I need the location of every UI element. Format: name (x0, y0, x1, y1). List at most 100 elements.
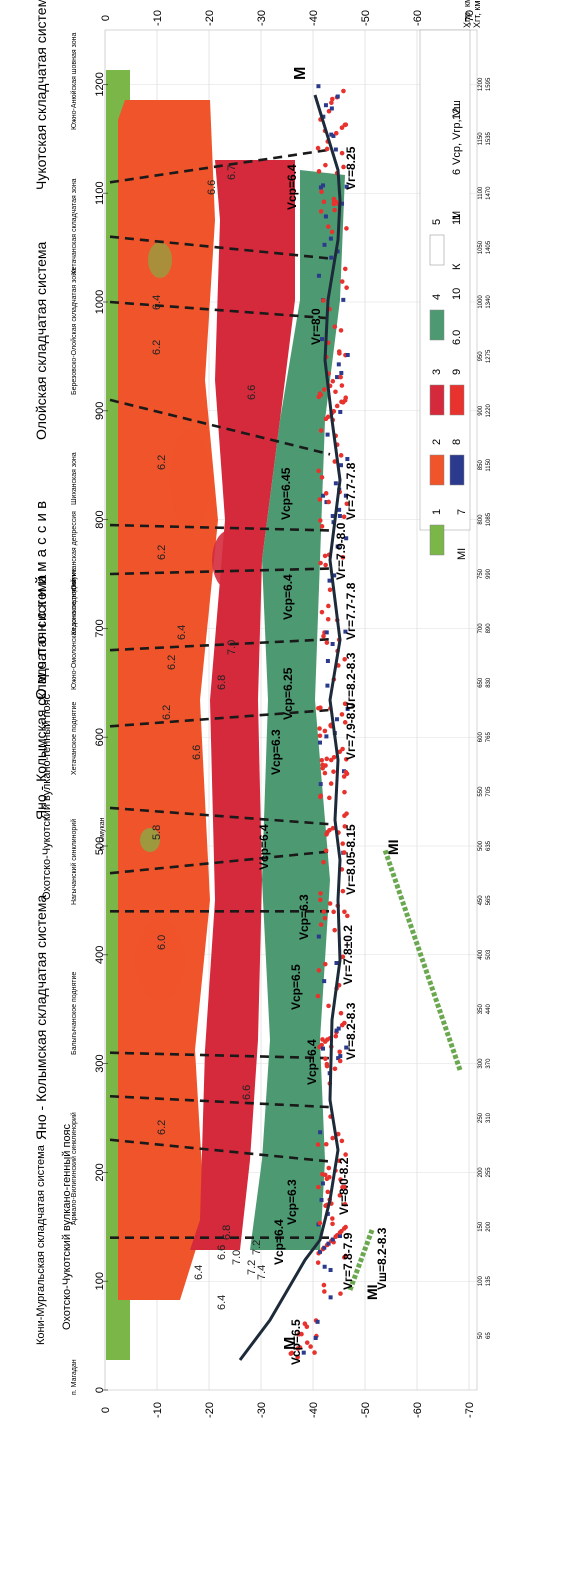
velocity-label: Vср=6.45 (279, 467, 293, 520)
depth-axis-right: 0 -10 -20 -30 -40 -50 -60 -70 (100, 10, 476, 26)
contour-label: 6.2 (161, 705, 173, 720)
reflection-point-red (326, 499, 332, 505)
reflection-point-red (295, 1354, 300, 1360)
reflection-point-blue (336, 362, 341, 367)
velocity-label: Vг=8.05-8.15 (344, 824, 358, 895)
legend-symbol: К (451, 263, 463, 270)
velocity-label: Vср=6.3 (285, 1179, 299, 1225)
reflection-point-blue (334, 961, 339, 966)
reflection-point-blue (316, 934, 321, 939)
reflection-point-red (329, 229, 335, 235)
reflection-point-blue (320, 1181, 325, 1186)
reflection-point-blue (323, 103, 328, 108)
reflection-point-red (340, 555, 346, 560)
distance-pair-km: 600 (478, 732, 484, 743)
contour-label: 6.4 (176, 625, 188, 640)
distance-tick-label: 1200 (94, 72, 106, 96)
velocity-label: Vг=8.2-8.3 (344, 652, 358, 710)
reflection-point-red (332, 207, 337, 213)
reflection-point-red (337, 351, 342, 356)
depth-tick-label: -40 (308, 10, 320, 26)
depth-tick-label: -20 (204, 1402, 216, 1418)
reflection-point-red (321, 1282, 327, 1288)
block-boundary-line (109, 300, 331, 320)
reflection-point-red (323, 491, 329, 496)
reflection-point-red (321, 633, 326, 639)
reflection-point-red (318, 897, 323, 903)
distance-pair-km: 500 (478, 840, 484, 851)
structure-label: Кедонское поднятие (71, 569, 78, 635)
velocity-label: Vср=6.5 (289, 964, 303, 1010)
distance-pair-km: 450 (478, 895, 484, 906)
depth-axis-left: 0 -10 -20 -30 -40 -50 -60 -70 (100, 1402, 476, 1418)
velocity-label: Vср=6.4 (281, 574, 295, 620)
velocity-label: Vг=7.7-7.8 (344, 582, 358, 640)
contour-label: 6.2 (156, 545, 168, 560)
reflection-point-red (333, 1033, 339, 1039)
reflection-point-red (319, 475, 325, 480)
distance-pair-km: 700 (478, 623, 484, 634)
depth-tick-label: -40 (308, 1402, 320, 1418)
reflection-point-red (331, 755, 337, 760)
legend-item: 7 MI (456, 509, 468, 560)
distance-tick-label: 200 (94, 1163, 106, 1181)
reflection-point-red (326, 1165, 332, 1171)
reflection-point-blue (334, 717, 339, 722)
reflection-point-blue (333, 481, 338, 486)
distance-pair-km: 250 (478, 1112, 484, 1123)
reflection-point-blue (316, 84, 321, 89)
mi-label-left: MI (364, 1284, 380, 1300)
reflection-point-red (325, 1037, 330, 1042)
reflection-point-red (342, 720, 348, 725)
reflection-point-red (343, 1224, 348, 1230)
depth-tick-label: -70 (464, 1402, 476, 1418)
reflection-point-blue (330, 1237, 335, 1242)
reflection-point-red (324, 1063, 330, 1069)
depth-tick-label: -60 (412, 10, 424, 26)
distance-pair-gt: 1340 (486, 295, 492, 309)
reflection-point-red (308, 1344, 313, 1349)
reflection-point-red (321, 859, 326, 865)
reflection-point-blue (345, 457, 350, 462)
reflection-point-red (302, 1321, 308, 1326)
legend-swatch (429, 524, 445, 556)
contour-label: 6.8 (216, 675, 228, 690)
reflection-point-blue (339, 370, 344, 375)
reflection-point-blue (332, 573, 337, 578)
reflection-point-red (330, 1221, 335, 1227)
velocity-label: Vг=8.0-8.2 (337, 1157, 351, 1215)
reflection-point-red (319, 609, 325, 615)
distance-pair-gt: 370 (486, 1058, 492, 1069)
velocity-label: Vср=6.3 (297, 894, 311, 940)
reflection-point-blue (345, 706, 350, 711)
region-title: Кони-Мургальская складчатая система (35, 1144, 47, 1345)
distance-caption-bottom: Хгт, км (472, 0, 482, 28)
velocity-label: Vг=7.9-8.0 (344, 702, 358, 760)
reflection-point-red (325, 414, 331, 420)
distance-pair-gt: 705 (486, 786, 492, 797)
legend-item: 5 (429, 219, 445, 266)
contour-label: 6.2 (166, 655, 178, 670)
reflection-point-red (343, 769, 349, 775)
reflection-point-red (324, 146, 330, 152)
reflection-point-red (331, 198, 337, 204)
reflection-point-red (315, 993, 321, 999)
reflection-point-blue (320, 337, 325, 342)
reflection-point-red (317, 733, 323, 739)
reflection-point-blue (329, 255, 334, 260)
reflection-point-red (322, 1172, 328, 1178)
velocity-label: Vг=7.9-8.0 (334, 522, 348, 580)
reflection-point-red (318, 560, 323, 566)
distance-pair-gt: 890 (486, 623, 492, 634)
depth-tick-label: -50 (360, 1402, 372, 1418)
legend-num: 12 (451, 108, 463, 120)
reflection-point-red (326, 224, 331, 229)
structure-label: п. Магадан (71, 1359, 78, 1395)
reflection-point-red (327, 827, 332, 833)
region-title: Яно - Колымская складчатая система (33, 895, 49, 1140)
distance-tick-label: 900 (94, 402, 106, 420)
structure-label: Южно-Анюйская шовная зона (70, 33, 78, 130)
distance-pair-gt: 1535 (486, 131, 492, 145)
legend-item: 106.0 (451, 288, 463, 345)
